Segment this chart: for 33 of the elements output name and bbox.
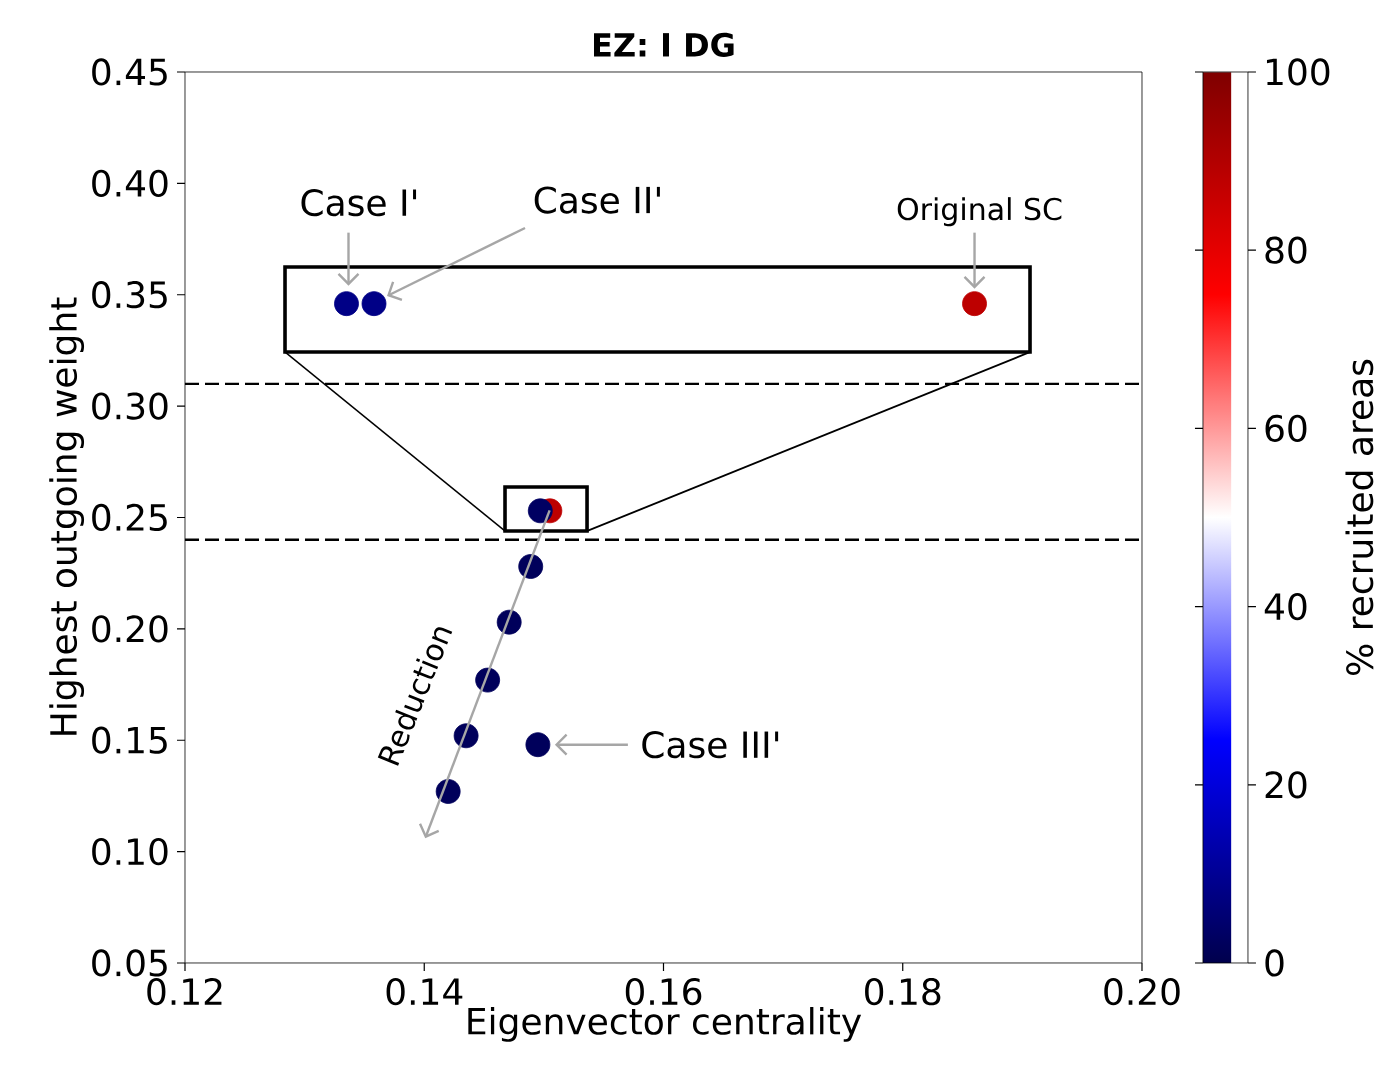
annotation: Case I' bbox=[301, 189, 417, 217]
y-tick-label: 0.15 bbox=[92, 726, 167, 754]
x-tick-label: 0.14 bbox=[386, 978, 463, 1006]
y-tick-label: 0.05 bbox=[92, 949, 167, 977]
color-bar-label: 40 bbox=[1264, 592, 1307, 621]
color-bar-label: 0 bbox=[1265, 949, 1284, 977]
point bbox=[962, 291, 987, 317]
y-tick-label: 0.20 bbox=[92, 615, 168, 643]
color-bar-label: 60 bbox=[1265, 414, 1307, 442]
y-axis-title: Highest outgoing weight bbox=[49, 297, 85, 735]
y-tick-label: 0.40 bbox=[92, 169, 168, 197]
annotation: Original SC bbox=[897, 197, 1062, 227]
x-tick-label: 0.18 bbox=[865, 978, 941, 1006]
color-bar-label: 20 bbox=[1265, 771, 1307, 799]
color-bar-label: 100 bbox=[1266, 58, 1330, 86]
annotation: Case II' bbox=[534, 186, 660, 214]
y-tick-label: 0.35 bbox=[92, 281, 167, 309]
y-tick-label: 0.30 bbox=[92, 392, 168, 420]
y-tick-label: 0.10 bbox=[92, 837, 168, 866]
point bbox=[525, 732, 551, 758]
point bbox=[334, 291, 359, 317]
point bbox=[527, 498, 553, 524]
x-tick-label: 0.16 bbox=[625, 978, 702, 1006]
x-tick-label: 0.20 bbox=[1104, 978, 1180, 1006]
color-bar-label: 80 bbox=[1265, 236, 1307, 264]
y-tick-label: 0.25 bbox=[92, 503, 167, 532]
x-axis-title: Eigenvector centrality bbox=[468, 1007, 862, 1042]
chart-title: EZ: I DG bbox=[594, 32, 734, 57]
y-tick-label: 0.45 bbox=[92, 58, 167, 86]
x-tick-label: 0.12 bbox=[147, 978, 222, 1006]
color-bar-title: % recruited areas bbox=[1345, 359, 1374, 675]
annotation: Case III' bbox=[642, 731, 779, 759]
point bbox=[361, 291, 387, 317]
